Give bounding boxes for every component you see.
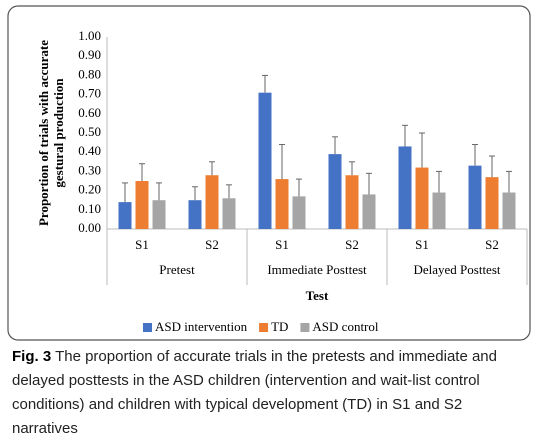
bar [432,192,446,229]
x-axis-title: Test [306,288,329,303]
x-tick-label: S2 [205,237,219,252]
group-label: Pretest [159,262,195,277]
group-label: Delayed Posttest [413,262,500,277]
error-bar [402,124,408,147]
frame [7,5,531,341]
error-bar [139,163,145,181]
y-tick-label: 0.60 [78,105,101,120]
group-label: Immediate Posttest [267,262,367,277]
legend-swatch [259,323,269,332]
legend-swatch [143,323,152,332]
error-bar [366,172,372,195]
error-bar [472,144,478,166]
x-tick-label: S1 [275,237,289,252]
error-bar [419,132,425,168]
bar [362,194,376,229]
caption-label: Fig. 3 [12,348,52,365]
error-bar [262,74,268,93]
y-tick-label: 0.70 [78,86,101,101]
legend-swatch [300,323,310,332]
chart: Test Proportion of trials with accurateg… [7,5,531,341]
bar [258,92,272,230]
bar [345,175,359,229]
bar [135,181,149,229]
x-tick-label: S2 [485,237,499,252]
error-bar [122,182,128,203]
error-bar [436,170,442,193]
bar [485,177,499,229]
bar [398,146,412,229]
bar [415,167,429,229]
y-tick-label: 0.90 [78,47,101,62]
bar [468,165,482,229]
y-axis-title-line: Proportion of trials with accurate [36,40,51,226]
y-tick-label: 0.10 [78,201,101,216]
bar [188,200,202,229]
error-bar [332,136,338,155]
y-tick-label: 0.30 [78,162,101,177]
y-tick-label: 0.50 [78,124,101,139]
bar [275,179,289,229]
bar [328,154,342,229]
error-bar [296,178,302,197]
y-tick-label: 1.00 [78,28,101,43]
x-tick-label: S1 [135,237,149,252]
bar [118,202,132,229]
y-axis-title: Proportion of trials with accurategestur… [36,40,66,226]
error-bar [349,161,355,176]
x-tick-label: S2 [345,237,359,252]
bar [205,175,219,229]
legend-label: TD [271,319,288,334]
bar [222,198,236,229]
y-tick-label: 0.00 [78,220,101,235]
y-tick-label: 0.20 [78,182,101,197]
error-bar [156,182,162,201]
error-bar [209,161,215,176]
x-tick-label: S1 [415,237,429,252]
legend-label: ASD intervention [155,319,248,334]
error-bar [226,184,232,199]
bar [292,196,306,229]
error-bar [506,170,512,193]
error-bar [489,155,495,178]
y-axis-title-line: gestural production [51,78,66,188]
bar [152,200,166,229]
y-tick-label: 0.80 [78,66,101,81]
caption-text: The proportion of accurate trials in the… [12,348,497,437]
error-bar [192,186,198,201]
y-tick-label: 0.40 [78,143,101,158]
error-bar [279,144,285,180]
legend-label: ASD control [312,319,378,334]
bar [502,192,516,229]
caption: Fig. 3 The proportion of accurate trials… [12,345,532,441]
